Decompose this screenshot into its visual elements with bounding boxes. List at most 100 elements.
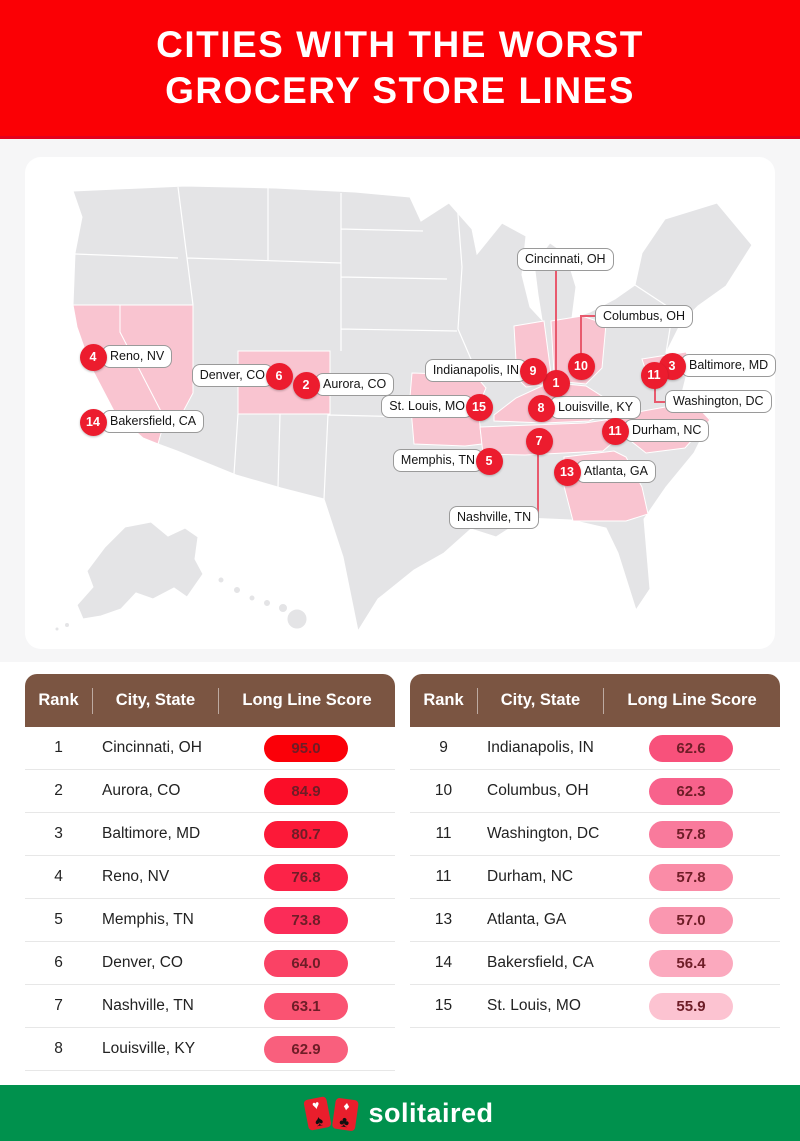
score-cell: 62.9: [217, 1035, 395, 1063]
table-row: 13 Atlanta, GA 57.0: [410, 899, 780, 942]
column-header: City, State: [115, 691, 196, 709]
aleutian-island: [64, 622, 70, 628]
map-pin: 14: [79, 408, 107, 436]
column-header: Long Line Score: [627, 691, 757, 709]
brand-logo: ♥ ♠ ♦ ♣ solitaired: [303, 1095, 494, 1131]
city-cell: Indianapolis, IN: [487, 739, 594, 756]
header-divider: [477, 687, 478, 714]
rank-cell: 4: [54, 868, 63, 885]
rank-cell: 10: [434, 782, 453, 799]
rank-cell: 15: [434, 997, 453, 1014]
score-pill: 73.8: [264, 906, 348, 934]
connector-line: [580, 315, 582, 361]
map-label: Durham, NC: [624, 419, 710, 442]
rank-cell: 6: [54, 954, 63, 971]
score-cell: 55.9: [602, 992, 780, 1020]
header-divider: [218, 687, 219, 714]
score-cell: 57.0: [602, 906, 780, 934]
score-pill: 57.8: [649, 820, 733, 848]
score-cell: 76.8: [217, 863, 395, 891]
column-header: City, State: [500, 691, 581, 709]
brand-name: solitaired: [368, 1097, 494, 1128]
score-pill: 80.7: [264, 820, 348, 848]
score-cell: 64.0: [217, 949, 395, 977]
map-pin: 9: [519, 357, 547, 385]
score-pill: 56.4: [649, 949, 733, 977]
map-pin: 8: [527, 394, 555, 422]
diamond-icon: ♦: [343, 1098, 352, 1113]
map-pin: 15: [465, 393, 493, 421]
map-label: Baltimore, MD: [681, 354, 777, 377]
map-pin: 5: [475, 447, 503, 475]
score-pill: 64.0: [264, 949, 348, 977]
city-cell: Bakersfield, CA: [487, 954, 594, 971]
map-label: Washington, DC: [665, 390, 772, 413]
table-header-row: Rank City, State Long Line Score: [410, 674, 780, 727]
score-pill: 95.0: [264, 734, 348, 762]
score-cell: 57.8: [602, 863, 780, 891]
table-row: 1 Cincinnati, OH 95.0: [25, 727, 395, 770]
score-pill: 55.9: [649, 992, 733, 1020]
table-row: 11 Washington, DC 57.8: [410, 813, 780, 856]
table-row: 11 Durham, NC 57.8: [410, 856, 780, 899]
rank-cell: 5: [54, 911, 63, 928]
table-row: 7 Nashville, TN 63.1: [25, 985, 395, 1028]
city-cell: Reno, NV: [102, 868, 170, 885]
map-pin: 6: [265, 362, 293, 390]
header-divider: [92, 687, 93, 714]
city-cell: Durham, NC: [487, 868, 574, 885]
rank-cell: 1: [54, 739, 63, 756]
alaska: [76, 521, 204, 620]
playing-card-icon: ♦ ♣: [332, 1097, 360, 1131]
rank-cell: 11: [435, 868, 452, 885]
city-cell: Washington, DC: [487, 825, 600, 842]
score-pill: 76.8: [264, 863, 348, 891]
map-label: Nashville, TN: [449, 506, 540, 529]
heart-icon: ♥: [311, 1097, 322, 1113]
map-label: Bakersfield, CA: [102, 410, 205, 433]
map-markers-layer: Cincinnati, OH 1 Aurora, CO 2 Baltimore, MD 3…: [25, 157, 777, 649]
map-pin: 10: [567, 352, 595, 380]
connector-line: [654, 401, 667, 403]
page-title-line2: GROCERY STORE LINES: [165, 70, 635, 111]
table-header-row: Rank City, State Long Line Score: [25, 674, 395, 727]
map-pin: 2: [292, 371, 320, 399]
map-label: St. Louis, MO: [381, 395, 473, 418]
score-cell: 56.4: [602, 949, 780, 977]
spade-icon: ♠: [313, 1111, 326, 1130]
connector-line: [654, 379, 656, 403]
table-row: 9 Indianapolis, IN 62.6: [410, 727, 780, 770]
header-banner: CITIES WITH THE WORST GROCERY STORE LINE…: [0, 0, 800, 139]
rank-cell: 2: [54, 782, 63, 799]
score-pill: 62.9: [264, 1035, 348, 1063]
score-pill: 84.9: [264, 777, 348, 805]
score-pill: 62.6: [649, 734, 733, 762]
rank-cell: 7: [54, 997, 63, 1014]
map-label: Columbus, OH: [595, 305, 693, 328]
score-cell: 62.3: [602, 777, 780, 805]
score-cell: 73.8: [217, 906, 395, 934]
map-pin: 4: [79, 343, 107, 371]
table-row: 15 St. Louis, MO 55.9: [410, 985, 780, 1028]
rank-table-left: Rank City, State Long Line Score 1 Cincinnat…: [25, 674, 395, 1071]
table-row: 2 Aurora, CO 84.9: [25, 770, 395, 813]
footer-banner: ♥ ♠ ♦ ♣ solitaired: [0, 1085, 800, 1141]
map-card: Cincinnati, OH 1 Aurora, CO 2 Baltimore, MD 3…: [25, 157, 777, 649]
map-label: Indianapolis, IN: [424, 359, 527, 382]
city-cell: Denver, CO: [102, 954, 183, 971]
map-label: Louisville, KY: [550, 396, 642, 419]
map-pin: 1: [542, 369, 570, 397]
connector-line: [580, 315, 597, 317]
map-label: Cincinnati, OH: [517, 248, 614, 271]
city-cell: Cincinnati, OH: [102, 739, 202, 756]
table-row: 6 Denver, CO 64.0: [25, 942, 395, 985]
map-pin: 11: [601, 417, 629, 445]
score-cell: 80.7: [217, 820, 395, 848]
rank-cell: 9: [439, 739, 448, 756]
score-cell: 57.8: [602, 820, 780, 848]
city-cell: Columbus, OH: [487, 782, 589, 799]
hawaii: [217, 576, 308, 630]
rank-cell: 8: [54, 1040, 63, 1057]
aleutian-island: [54, 626, 60, 632]
score-cell: 62.6: [602, 734, 780, 762]
